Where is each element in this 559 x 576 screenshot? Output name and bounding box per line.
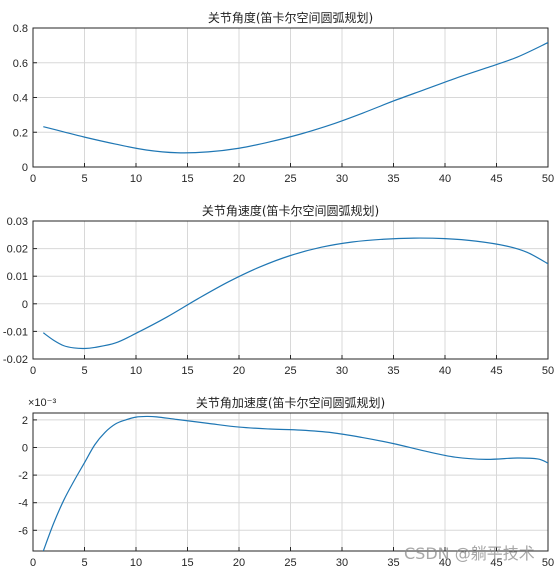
x-tick-label: 5 <box>81 365 87 377</box>
x-tick-label: 50 <box>542 365 554 377</box>
y-tick-label: 0.02 <box>7 244 28 256</box>
chart-title: 关节角度(笛卡尔空间圆弧规划) <box>208 10 373 25</box>
y-tick-label: 0.01 <box>7 271 28 283</box>
x-tick-label: 15 <box>181 365 193 377</box>
y-tick-label: -0.01 <box>3 326 28 338</box>
y-tick-label: -2 <box>18 470 28 482</box>
x-tick-label: 50 <box>542 173 554 185</box>
x-tick-label: 40 <box>439 365 451 377</box>
x-tick-label: 10 <box>130 173 142 185</box>
x-tick-label: 30 <box>336 557 348 569</box>
chart-title: 关节角速度(笛卡尔空间圆弧规划) <box>202 203 379 218</box>
x-tick-label: 30 <box>336 365 348 377</box>
x-tick-label: 10 <box>130 365 142 377</box>
watermark-text: CSDN @躺平技术 <box>404 544 535 563</box>
y-tick-label: -6 <box>18 525 28 537</box>
x-tick-label: 20 <box>233 365 245 377</box>
y-tick-label: 2 <box>22 415 28 427</box>
x-tick-label: 45 <box>490 365 502 377</box>
x-tick-label: 45 <box>490 557 502 569</box>
x-tick-label: 25 <box>284 365 296 377</box>
x-tick-label: 40 <box>439 557 451 569</box>
x-tick-label: 30 <box>336 173 348 185</box>
axes-border <box>32 220 549 360</box>
y-exponent-label: ×10⁻³ <box>28 397 56 409</box>
x-tick-label: 5 <box>81 557 87 569</box>
x-tick-label: 0 <box>30 557 36 569</box>
y-tick-label: 0.6 <box>13 58 28 70</box>
subplot-2: 0 5 10 15 20 25 30 35 40 45 50 -0.02 -0.01 0 0.01 0.02 0… <box>3 203 554 377</box>
x-tick-label: 0 <box>30 365 36 377</box>
x-tick-label: 35 <box>387 173 399 185</box>
axes-border <box>32 27 549 168</box>
y-tick-label: 0 <box>22 299 28 311</box>
axes-border <box>32 412 549 552</box>
subplot-1: 0 5 10 15 20 25 30 35 40 45 50 0 0.2 0.4 0.6 0.8 关节角度(笛卡… <box>13 10 554 185</box>
y-tick-label: -4 <box>18 498 28 510</box>
y-tick-label: 0.03 <box>7 216 28 228</box>
y-tick-label: -0.02 <box>3 354 28 366</box>
x-tick-label: 10 <box>130 557 142 569</box>
x-tick-label: 40 <box>439 173 451 185</box>
x-tick-label: 35 <box>387 557 399 569</box>
x-tick-label: 25 <box>284 557 296 569</box>
x-tick-label: 25 <box>284 173 296 185</box>
x-tick-label: 5 <box>81 173 87 185</box>
y-tick-label: 0.4 <box>13 93 28 105</box>
x-tick-label: 45 <box>490 173 502 185</box>
y-tick-label: 0 <box>22 443 28 455</box>
chart-title: 关节角加速度(笛卡尔空间圆弧规划) <box>196 395 385 410</box>
x-tick-label: 50 <box>542 557 554 569</box>
x-tick-label: 0 <box>30 173 36 185</box>
x-tick-label: 20 <box>233 557 245 569</box>
series-line-1 <box>43 42 548 154</box>
subplot-3: 0 5 10 15 20 25 30 35 40 45 50 -6 -4 -2 0 2 关节角加速度(笛卡尔空间… <box>18 395 554 569</box>
x-tick-label: 15 <box>181 173 193 185</box>
x-tick-label: 15 <box>181 557 193 569</box>
series-line-1 <box>42 237 548 350</box>
x-tick-label: 20 <box>233 173 245 185</box>
y-tick-label: 0.2 <box>13 127 28 139</box>
series-line-1 <box>42 415 548 551</box>
y-tick-label: 0 <box>22 162 28 174</box>
x-tick-label: 35 <box>387 365 399 377</box>
y-tick-label: 0.8 <box>13 23 28 35</box>
